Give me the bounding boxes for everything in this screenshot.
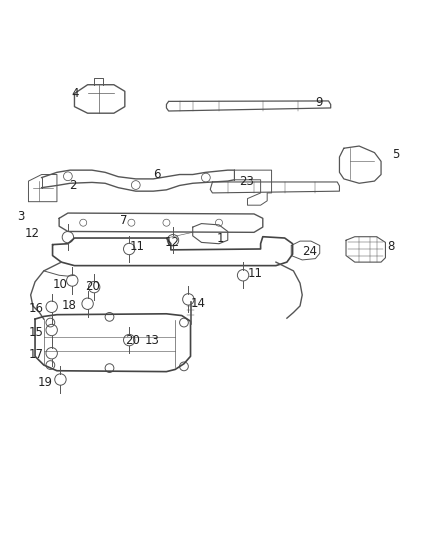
- Text: 8: 8: [388, 240, 395, 253]
- Text: 17: 17: [29, 348, 44, 361]
- Text: 4: 4: [71, 87, 79, 100]
- Text: 7: 7: [120, 214, 128, 227]
- Text: 19: 19: [38, 376, 53, 389]
- Text: 12: 12: [25, 227, 39, 240]
- Text: 24: 24: [302, 245, 317, 257]
- Text: 9: 9: [315, 96, 323, 109]
- Text: 18: 18: [62, 300, 77, 312]
- Text: 12: 12: [164, 236, 179, 249]
- Text: 14: 14: [191, 297, 205, 310]
- Text: 2: 2: [69, 179, 77, 192]
- Text: 6: 6: [153, 168, 161, 181]
- Text: 16: 16: [29, 302, 44, 314]
- Text: 23: 23: [239, 175, 254, 188]
- Text: 1: 1: [217, 231, 224, 245]
- Text: 13: 13: [145, 335, 159, 348]
- Text: 10: 10: [53, 278, 68, 290]
- Text: 20: 20: [125, 335, 140, 348]
- Text: 5: 5: [392, 148, 399, 161]
- Text: 11: 11: [129, 240, 144, 253]
- Text: 15: 15: [29, 326, 44, 338]
- Text: 3: 3: [17, 209, 24, 223]
- Text: 20: 20: [85, 280, 100, 293]
- Text: 11: 11: [247, 266, 262, 280]
